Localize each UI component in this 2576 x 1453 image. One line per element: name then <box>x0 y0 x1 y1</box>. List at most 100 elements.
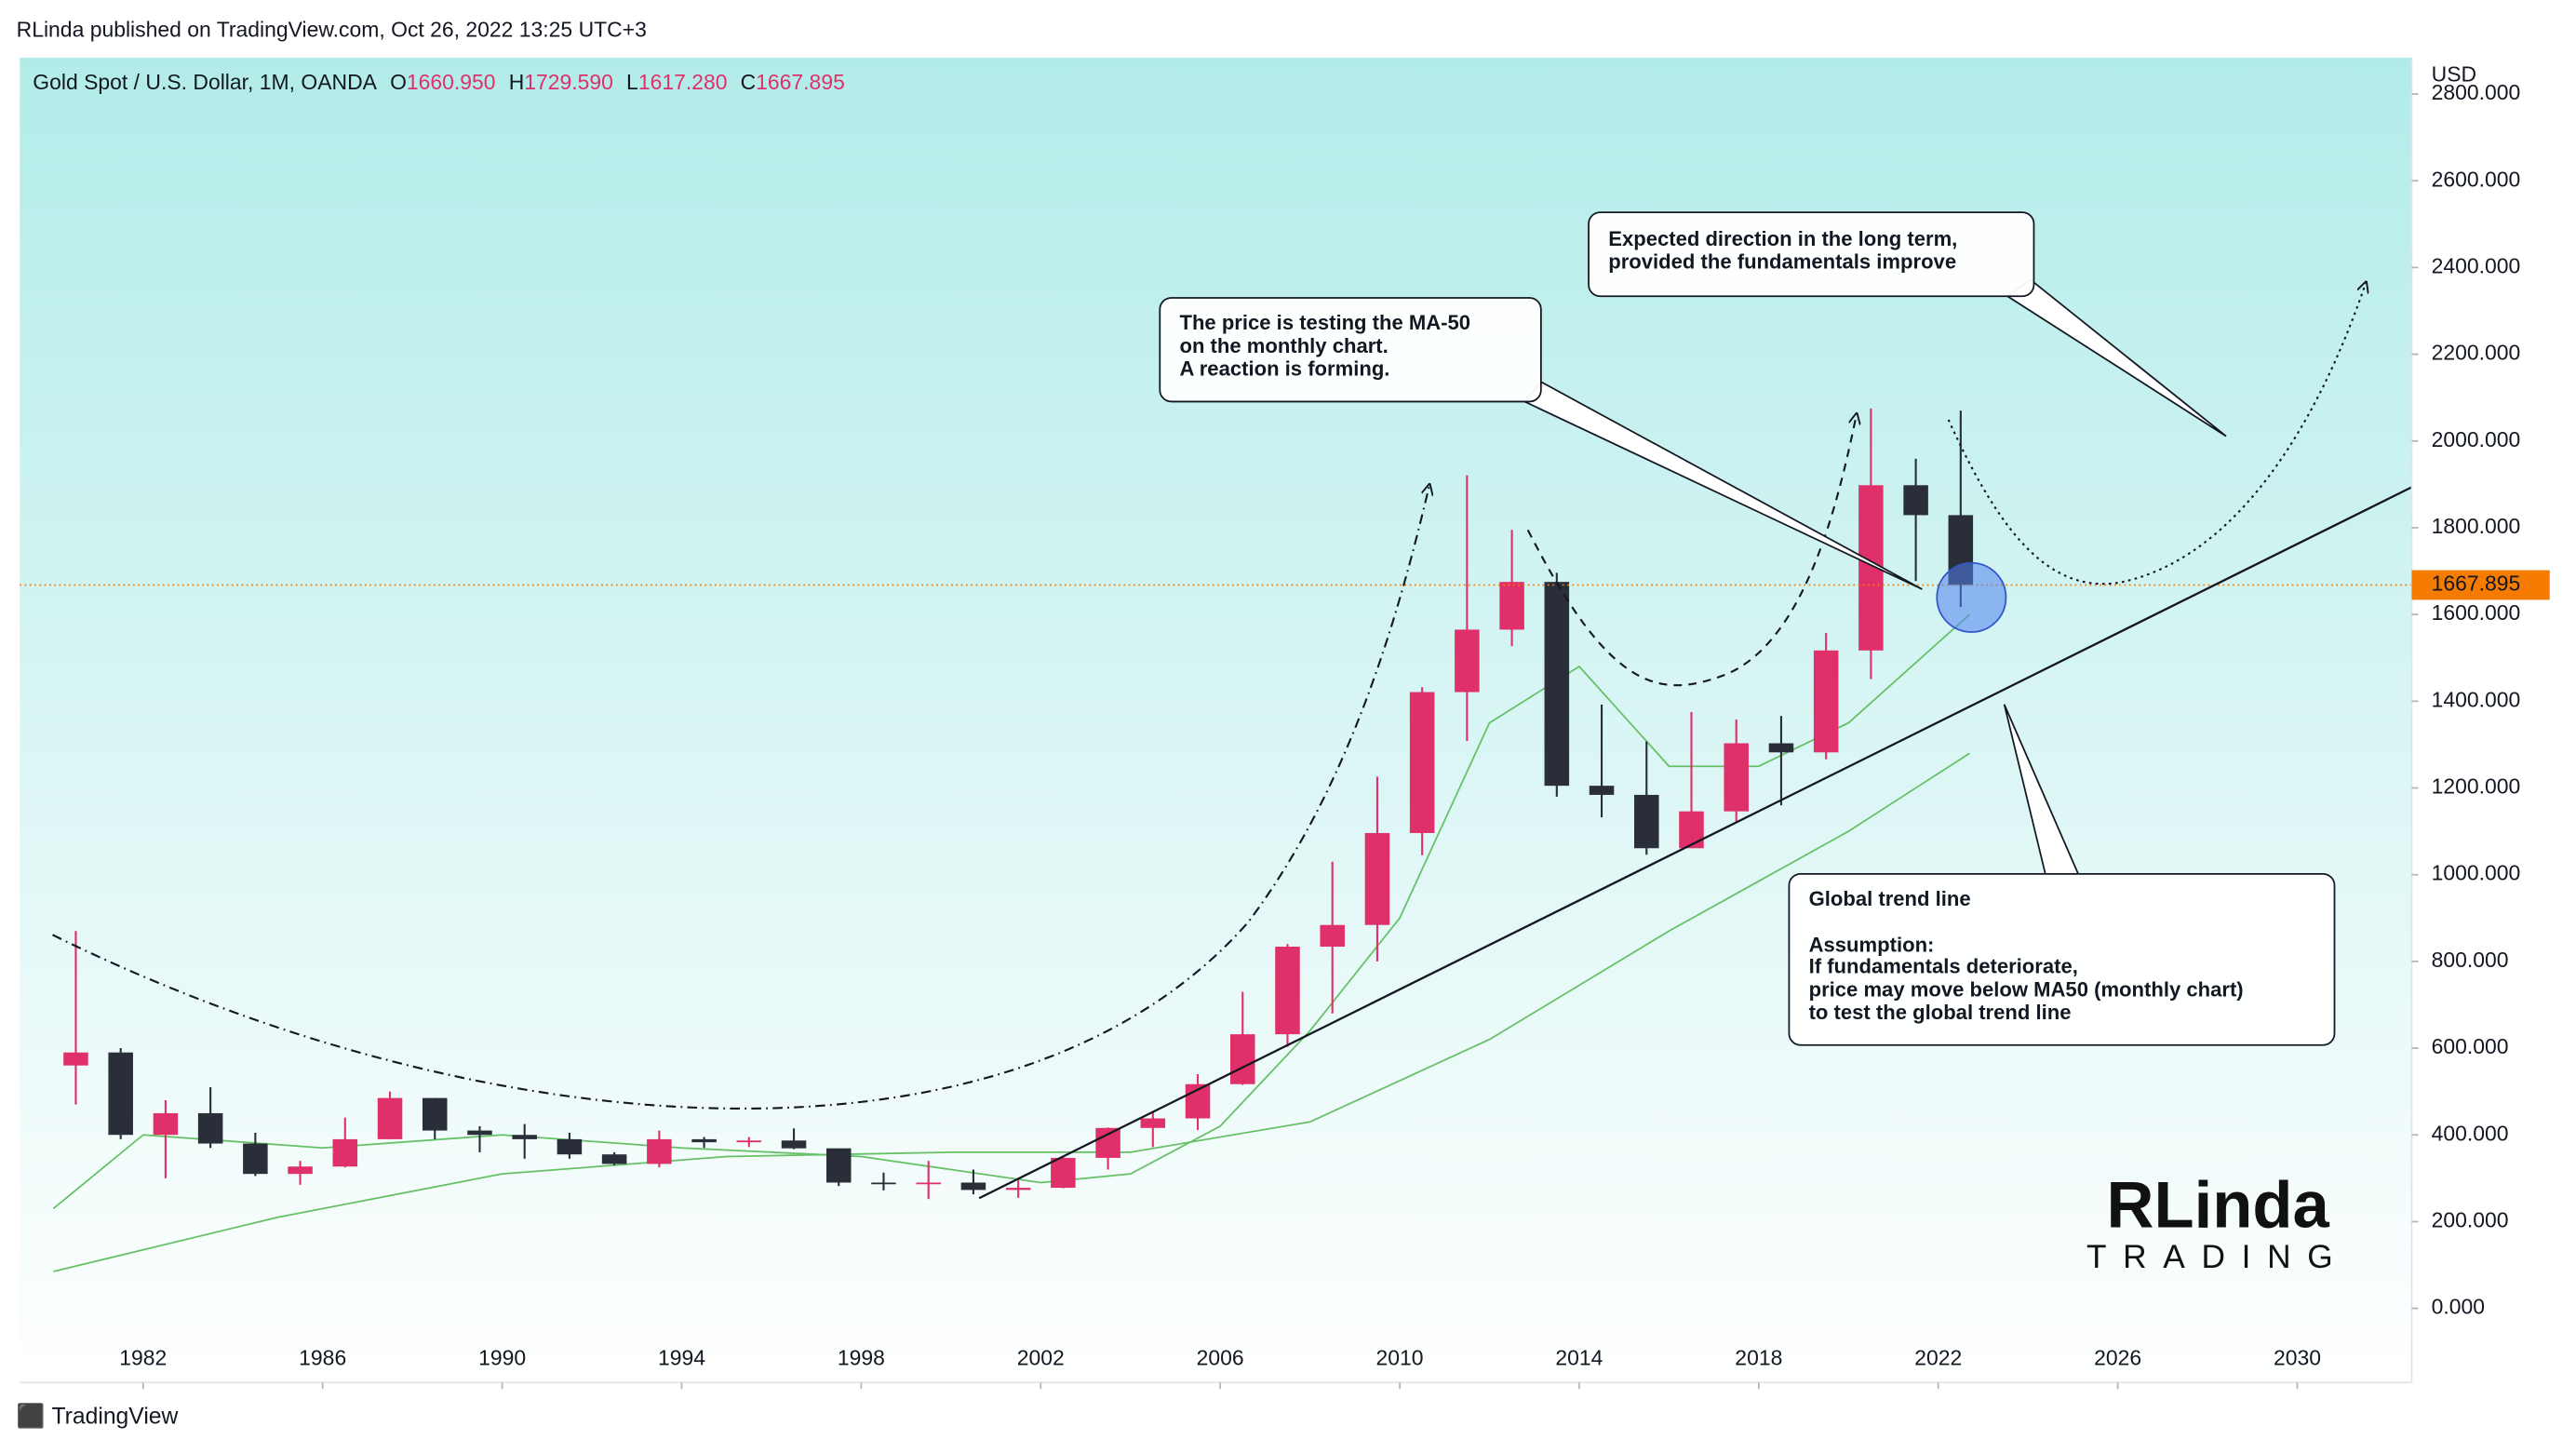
callout-text: A reaction is forming. <box>1179 357 1389 381</box>
candle-body <box>1813 650 1839 753</box>
ohlc-key: H <box>509 70 525 94</box>
callout-box <box>1588 211 2035 298</box>
logo-name: RLinda <box>2107 1167 2330 1241</box>
logo-tagline: TRADING <box>2086 1239 2349 1275</box>
x-tick-label: 2030 <box>2274 1346 2321 1370</box>
candle-body <box>1140 1118 1166 1128</box>
candle-body <box>153 1112 179 1136</box>
footer-brand: ⬛ TradingView <box>17 1402 179 1429</box>
x-tick-label: 2002 <box>1017 1346 1065 1370</box>
x-tick-label: 1998 <box>838 1346 885 1370</box>
callout-text: Global trend line <box>1809 887 1971 910</box>
candle-body <box>332 1138 358 1167</box>
y-tick-label: 200.000 <box>2432 1207 2509 1231</box>
plot-area <box>20 283 2412 1272</box>
candle-body <box>825 1148 852 1183</box>
candle-body <box>1499 582 1524 630</box>
candle-body <box>1634 794 1659 849</box>
ohlc-key: L <box>626 70 638 94</box>
y-tick-label: 1600.000 <box>2432 600 2521 625</box>
ohlc-value: 1660.950 <box>407 70 496 94</box>
y-tick-label: 2000.000 <box>2432 427 2521 451</box>
x-tick-label: 1982 <box>119 1346 167 1370</box>
last-price-tag <box>2411 570 2550 600</box>
x-tick-label: 2014 <box>1555 1346 1603 1370</box>
y-tick-label: 2600.000 <box>2432 167 2521 191</box>
candle-body <box>243 1143 268 1175</box>
candle-body <box>1005 1188 1031 1191</box>
highlight-circle <box>1936 561 2007 633</box>
y-tick-label: 0.000 <box>2432 1295 2485 1319</box>
x-tick-label: 2006 <box>1197 1346 1244 1370</box>
candle-body <box>1455 629 1480 693</box>
candle-body <box>601 1154 627 1164</box>
candle-body <box>1229 1034 1255 1084</box>
x-tick-label: 1994 <box>658 1346 705 1370</box>
x-tick-label: 2018 <box>1735 1346 1782 1370</box>
x-tick-label: 1986 <box>299 1346 346 1370</box>
callout-text: Assumption: <box>1809 934 1935 957</box>
candle-body <box>197 1112 223 1144</box>
callout-box <box>1788 873 2336 1046</box>
candle-body <box>1679 811 1704 849</box>
callout-text: The price is testing the MA-50 <box>1179 311 1470 334</box>
callout-text: provided the fundamentals improve <box>1608 250 1956 274</box>
callout-text: Expected direction in the long term, <box>1608 227 1957 250</box>
callout-text: price may move below MA50 (monthly chart… <box>1809 977 2244 1001</box>
candle-body <box>1768 743 1794 753</box>
candle-body <box>1095 1127 1120 1158</box>
candle-body <box>422 1097 448 1131</box>
candle-body <box>916 1182 941 1185</box>
y-tick-label: 800.000 <box>2432 948 2509 972</box>
y-tick-label: 1000.000 <box>2432 861 2521 885</box>
dash-dot-curve <box>52 486 1429 1110</box>
y-tick-label: 400.000 <box>2432 1121 2509 1145</box>
plot-background <box>20 57 2412 1383</box>
candle-body <box>960 1182 986 1191</box>
candle-body <box>1051 1157 1076 1189</box>
x-tick-label: 2010 <box>1376 1346 1424 1370</box>
y-tick-label: 2800.000 <box>2432 80 2521 104</box>
callout-text: on the monthly chart. <box>1179 334 1388 357</box>
publisher: RLinda published on TradingView.com, Oct… <box>17 18 647 42</box>
ohlc-value: 1729.590 <box>524 70 613 94</box>
dashed-curve <box>1526 415 1857 687</box>
callout-box <box>1159 297 1542 403</box>
candle-body <box>736 1140 762 1143</box>
candle-body <box>467 1130 492 1136</box>
ma-line <box>53 752 1970 1272</box>
candle-body <box>1409 692 1435 833</box>
callout-text: to test the global trend line <box>1809 1001 2072 1024</box>
candle-body <box>557 1138 583 1155</box>
candle-body <box>1320 924 1345 948</box>
ohlc-value: 1667.895 <box>756 70 845 94</box>
candle-body <box>1364 832 1390 925</box>
x-tick-label: 2022 <box>1914 1346 1962 1370</box>
candle-body <box>647 1138 672 1164</box>
candle-body <box>1903 485 1928 516</box>
candle-body <box>1589 786 1615 795</box>
candle-body <box>871 1182 896 1185</box>
last-price-label: 1667.895 <box>2432 572 2521 596</box>
ma-line <box>52 613 1971 1210</box>
dotted-curve <box>1947 283 2366 585</box>
y-tick-label: 1200.000 <box>2432 774 2521 799</box>
candle-body <box>512 1135 537 1139</box>
symbol-name: Gold Spot / U.S. Dollar, 1M, OANDA <box>33 70 377 94</box>
y-axis-label: USD <box>2432 61 2476 86</box>
y-tick-label: 2200.000 <box>2432 341 2521 365</box>
candle-body <box>691 1138 717 1143</box>
trend-line <box>978 486 2412 1200</box>
callout-text: If fundamentals deteriorate, <box>1809 955 2078 978</box>
axis-label-bg <box>2413 57 2576 107</box>
y-tick-label: 1400.000 <box>2432 687 2521 711</box>
y-tick-label: 1800.000 <box>2432 514 2521 538</box>
candle-body <box>377 1097 403 1139</box>
candle-body <box>288 1166 313 1175</box>
ohlc-value: 1617.280 <box>638 70 728 94</box>
x-tick-label: 2026 <box>2094 1346 2141 1370</box>
y-tick-label: 2400.000 <box>2432 253 2521 277</box>
ohlc-key: O <box>390 70 407 94</box>
